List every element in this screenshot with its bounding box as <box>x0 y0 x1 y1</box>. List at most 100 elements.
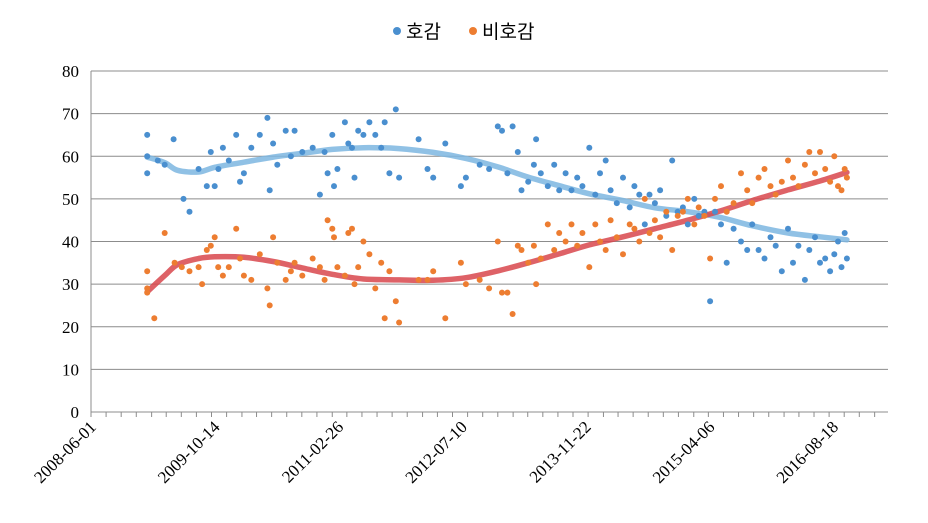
data-point <box>586 264 593 271</box>
data-point <box>494 238 501 245</box>
data-point <box>334 264 341 271</box>
data-point <box>525 259 532 266</box>
data-point <box>674 208 681 215</box>
data-point <box>355 264 362 271</box>
data-point <box>203 183 210 190</box>
data-point <box>287 153 294 160</box>
data-point <box>674 212 681 219</box>
data-point <box>240 272 247 279</box>
data-point <box>607 187 614 194</box>
data-point <box>691 195 698 202</box>
data-point <box>626 221 633 228</box>
data-point <box>556 230 563 236</box>
data-point <box>186 208 193 215</box>
axes <box>90 71 888 417</box>
data-point <box>462 281 469 288</box>
data-point <box>812 234 818 241</box>
series-points <box>144 149 850 326</box>
y-tick-label: 40 <box>62 233 79 252</box>
legend-label: 호감 <box>406 21 441 43</box>
data-point <box>551 161 558 168</box>
data-point <box>248 276 255 283</box>
data-point <box>651 200 658 207</box>
legend-marker <box>469 27 477 35</box>
data-point <box>144 153 151 160</box>
data-point <box>723 208 730 215</box>
trend-line <box>144 144 850 243</box>
y-tick-label: 0 <box>71 403 80 422</box>
data-point <box>321 276 328 283</box>
legend-label: 비호감 <box>482 21 534 43</box>
data-point <box>462 174 469 181</box>
data-point <box>602 157 609 164</box>
data-point <box>801 276 808 283</box>
data-point <box>812 170 818 177</box>
data-point <box>287 268 294 275</box>
y-tick-label: 10 <box>62 360 79 379</box>
data-point <box>486 166 493 172</box>
data-point <box>504 170 511 177</box>
data-point <box>712 208 718 215</box>
data-point <box>790 174 796 181</box>
data-point <box>211 234 218 241</box>
data-point <box>761 166 768 172</box>
data-point <box>392 298 399 305</box>
data-point <box>144 289 151 296</box>
data-point <box>144 285 151 292</box>
data-point <box>396 174 403 181</box>
data-point <box>316 264 323 271</box>
data-point <box>316 191 323 198</box>
data-point <box>430 174 437 181</box>
data-point <box>631 183 638 190</box>
data-point <box>790 259 796 266</box>
data-point <box>225 157 232 164</box>
data-point <box>215 264 222 271</box>
data-point <box>718 183 724 190</box>
data-point <box>730 225 737 232</box>
data-point <box>544 221 551 228</box>
data-point <box>351 281 358 288</box>
data-point <box>381 315 388 322</box>
data-point <box>341 119 348 126</box>
data-point <box>291 259 298 266</box>
data-point <box>551 247 558 253</box>
data-point <box>695 212 702 219</box>
data-point <box>822 166 829 172</box>
data-point <box>207 242 214 249</box>
data-point <box>299 272 306 279</box>
data-point <box>457 183 464 190</box>
tick-labels: 0 10 20 30 40 50 60 70 80 2008-06-01 2009-10-14 201… <box>30 62 842 487</box>
data-point <box>266 302 273 309</box>
data-point <box>586 144 593 151</box>
data-point <box>651 217 658 224</box>
data-point <box>424 166 431 172</box>
data-point <box>744 247 751 253</box>
data-point <box>291 127 298 134</box>
data-point <box>386 268 393 275</box>
data-point <box>817 149 823 155</box>
data-point <box>843 174 850 181</box>
x-tick-label: 2011-02-26 <box>278 417 347 486</box>
data-point <box>203 247 210 253</box>
data-point <box>597 170 603 177</box>
data-point <box>378 259 385 266</box>
data-point <box>386 170 393 177</box>
x-tick-label: 2009-10-14 <box>154 417 224 487</box>
data-point <box>838 264 845 271</box>
data-point <box>568 221 575 228</box>
data-point <box>620 251 626 258</box>
data-point <box>211 183 218 190</box>
data-point <box>641 221 648 228</box>
data-point <box>701 212 708 219</box>
series-points <box>144 106 850 305</box>
data-point <box>795 242 802 249</box>
data-point <box>841 230 848 236</box>
data-point <box>324 217 331 224</box>
data-point <box>170 136 177 143</box>
data-point <box>378 144 385 151</box>
data-point <box>679 204 686 211</box>
data-point <box>657 187 664 194</box>
data-point <box>669 247 676 253</box>
